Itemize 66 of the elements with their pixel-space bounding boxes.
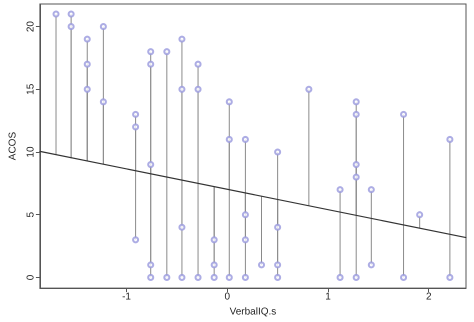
x-tick-label: -1 xyxy=(122,292,132,303)
point xyxy=(416,211,424,218)
point xyxy=(84,36,91,43)
point xyxy=(194,274,202,281)
point xyxy=(210,261,218,268)
point xyxy=(226,98,233,106)
point xyxy=(178,274,186,281)
point xyxy=(274,224,282,231)
point xyxy=(336,274,344,281)
y-tick-label: 10 xyxy=(25,146,36,158)
y-axis-title: ACOS xyxy=(8,132,18,160)
point xyxy=(100,23,107,30)
x-tick-label: 1 xyxy=(325,292,332,303)
point xyxy=(68,23,75,30)
point xyxy=(446,274,454,281)
point xyxy=(132,110,140,118)
point xyxy=(147,274,154,281)
point xyxy=(352,110,360,118)
point xyxy=(147,161,154,168)
point xyxy=(210,274,218,281)
point xyxy=(147,261,154,268)
point xyxy=(226,274,233,281)
point xyxy=(274,274,282,281)
point xyxy=(194,86,202,93)
y-tick-label: 0 xyxy=(25,274,36,280)
point xyxy=(305,86,312,93)
y-tick-label: 15 xyxy=(25,83,36,95)
point xyxy=(352,174,360,181)
point xyxy=(147,48,154,56)
point xyxy=(352,161,360,168)
point xyxy=(163,48,170,56)
point xyxy=(352,98,360,106)
point xyxy=(336,186,344,194)
point xyxy=(352,274,360,281)
x-tick-label: 2 xyxy=(426,292,432,303)
point xyxy=(52,10,60,18)
point xyxy=(274,148,282,156)
y-tick-label: 5 xyxy=(25,212,36,218)
point xyxy=(400,110,408,118)
point xyxy=(178,224,186,231)
point xyxy=(242,274,249,281)
point xyxy=(242,136,249,143)
point xyxy=(132,123,140,130)
point xyxy=(242,236,249,244)
point xyxy=(84,60,91,68)
point xyxy=(178,86,186,93)
point xyxy=(147,60,154,68)
x-tick-label: 0 xyxy=(224,292,230,303)
point xyxy=(400,274,408,281)
point xyxy=(368,186,375,194)
point xyxy=(132,236,140,244)
point xyxy=(84,86,91,93)
point xyxy=(163,274,170,281)
point xyxy=(226,136,233,143)
point xyxy=(178,36,186,43)
point xyxy=(100,98,107,106)
point xyxy=(258,261,266,268)
point xyxy=(194,60,202,68)
point xyxy=(446,136,454,143)
x-axis-title: VerbalIQ.s xyxy=(230,306,276,318)
y-tick-label: 20 xyxy=(25,20,36,32)
point xyxy=(210,236,218,244)
point xyxy=(68,10,75,18)
point xyxy=(368,261,375,268)
point xyxy=(274,261,282,268)
point xyxy=(242,211,249,218)
